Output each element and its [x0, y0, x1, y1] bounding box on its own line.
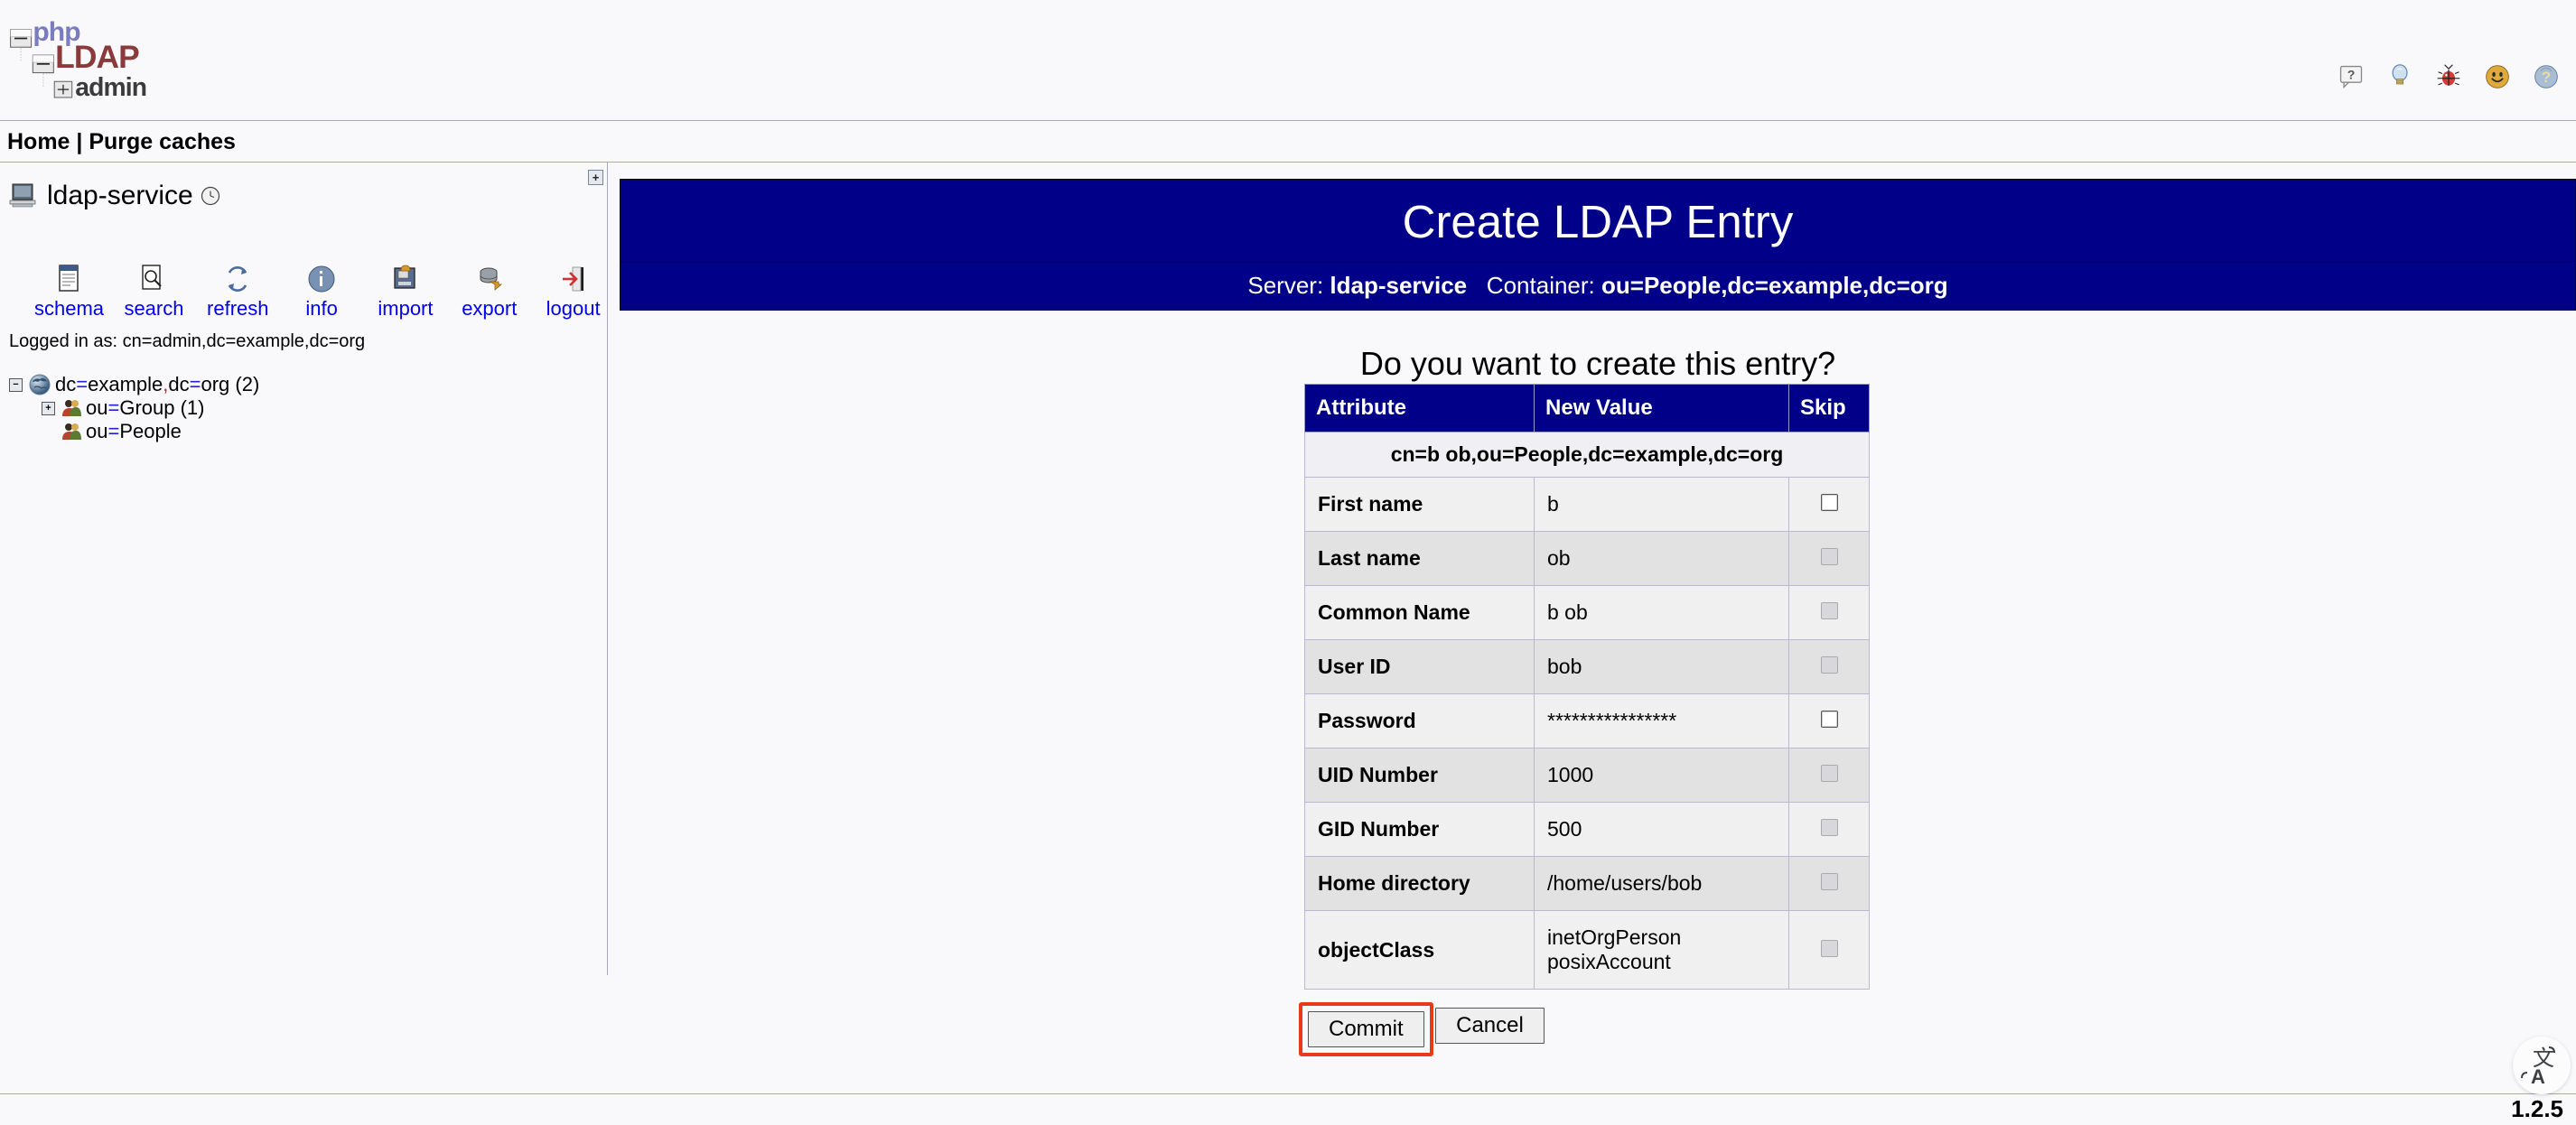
svg-text:?: ? [2542, 69, 2551, 86]
svg-text:A: A [2531, 1065, 2545, 1088]
svg-text:admin: admin [75, 72, 146, 101]
svg-text:?: ? [2347, 68, 2356, 82]
svg-text:LDAP: LDAP [55, 40, 139, 75]
